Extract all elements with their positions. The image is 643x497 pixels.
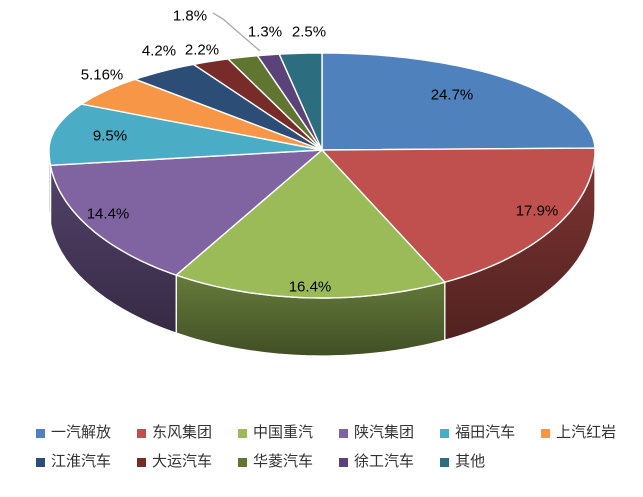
pie-data-label-2: 16.4%	[289, 279, 332, 296]
pie-data-label-6: 4.2%	[142, 43, 176, 60]
legend-label: 华菱汽车	[253, 454, 314, 470]
pie-slice-5	[80, 78, 323, 151]
legend-marker-icon	[541, 428, 551, 438]
legend-label: 陕汽集团	[354, 425, 415, 441]
legend-item-2: 中国重汽	[238, 424, 313, 442]
legend-item-8: 华菱汽车	[238, 453, 313, 471]
legend-marker-icon	[36, 457, 45, 467]
legend-marker-icon	[339, 457, 349, 467]
legend-item-4: 福田汽车	[440, 424, 515, 442]
pie-data-label-10: 2.5%	[292, 24, 326, 41]
legend-row-1: 一汽解放 东风集团 中国重汽 陕汽集团 福田汽车 上汽红岩	[36, 424, 639, 442]
pie-slice-4	[48, 103, 323, 166]
pie-slice-1	[321, 147, 596, 283]
pie-chart-canvas: 24.7% 17.9% 16.4% 14.4% 9.5% 5.16% 4.2% 2.2% 1.8…	[48, 8, 596, 357]
legend-item-9: 徐工汽车	[339, 453, 414, 471]
legend-row-2: 江淮汽车 大运汽车 华菱汽车 徐工汽车 其他	[36, 453, 639, 471]
pie-slice-2	[175, 149, 446, 299]
pie-data-label-8: 1.8%	[173, 8, 207, 25]
legend-marker-icon	[238, 457, 248, 467]
legend-label: 其他	[455, 454, 486, 470]
legend-item-1: 东风集团	[137, 424, 212, 442]
legend-item-6: 江淮汽车	[36, 453, 111, 471]
pie-data-label-3: 14.4%	[87, 206, 130, 223]
pie-data-label-9: 1.3%	[248, 24, 282, 41]
legend-label: 上汽红岩	[556, 425, 617, 441]
legend-label: 一汽解放	[51, 425, 112, 441]
pie-chart: 24.7% 17.9% 16.4% 14.4% 9.5% 5.16% 4.2% 2.2% 1.8…	[48, 8, 596, 357]
chart-legend: 一汽解放 东风集团 中国重汽 陕汽集团 福田汽车 上汽红岩江淮汽车 大运汽车 华菱汽车 徐工汽车…	[36, 424, 639, 482]
pie-data-label-4: 9.5%	[93, 128, 127, 145]
pie-tops	[48, 52, 596, 299]
pie-data-label-0: 24.7%	[431, 87, 474, 104]
legend-item-5: 上汽红岩	[541, 424, 616, 442]
legend-marker-icon	[339, 428, 349, 438]
pie-slice-6	[134, 63, 323, 151]
pie-data-label-1: 17.9%	[516, 203, 559, 220]
legend-item-10: 其他	[440, 453, 485, 471]
legend-label: 东风集团	[152, 425, 213, 441]
legend-marker-icon	[440, 457, 450, 467]
legend-marker-icon	[137, 457, 147, 467]
pie-data-label-5: 5.16%	[81, 67, 124, 84]
legend-marker-icon	[238, 428, 248, 438]
legend-label: 江淮汽车	[51, 454, 112, 470]
legend-item-7: 大运汽车	[137, 453, 212, 471]
legend-marker-icon	[36, 428, 45, 438]
legend-marker-icon	[137, 428, 147, 438]
legend-marker-icon	[440, 428, 450, 438]
legend-item-3: 陕汽集团	[339, 424, 414, 442]
leader-line	[212, 12, 261, 52]
legend-label: 大运汽车	[152, 454, 213, 470]
pie-slice-0	[321, 52, 596, 151]
legend-item-0: 一汽解放	[36, 424, 111, 442]
pie-slice-3	[49, 149, 323, 276]
legend-label: 徐工汽车	[354, 454, 415, 470]
legend-label: 中国重汽	[253, 425, 314, 441]
legend-label: 福田汽车	[455, 425, 516, 441]
pie-data-label-7: 2.2%	[185, 42, 219, 59]
pie-slice-10	[278, 52, 323, 151]
